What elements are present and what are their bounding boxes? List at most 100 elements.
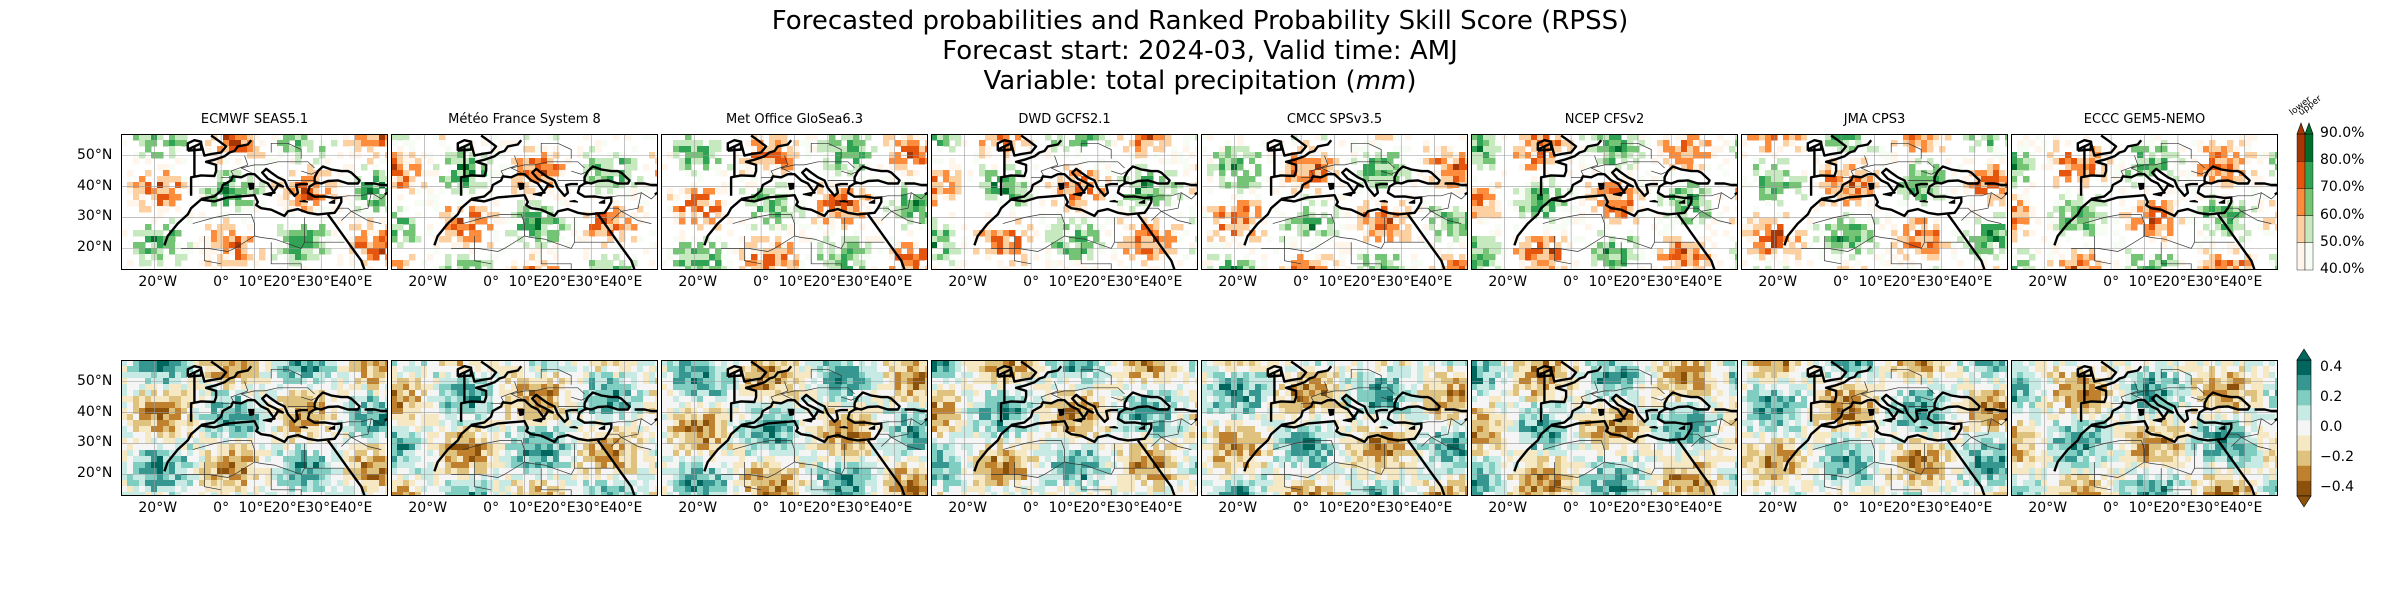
field-cell <box>361 260 368 267</box>
field-cell <box>907 456 914 463</box>
field-cell <box>439 462 446 469</box>
field-cell <box>913 372 920 379</box>
field-cell <box>451 474 458 481</box>
field-cell <box>715 402 722 409</box>
field-cell <box>739 188 746 195</box>
field-cell <box>817 378 824 385</box>
field-cell <box>613 474 620 481</box>
field-cell <box>355 414 362 421</box>
field-cell <box>685 170 692 177</box>
field-cell <box>253 444 260 451</box>
field-cell <box>427 254 434 261</box>
field-cell <box>313 236 320 243</box>
field-cell <box>451 224 458 231</box>
field-cell <box>823 146 830 153</box>
field-cell <box>427 444 434 451</box>
field-cell <box>625 170 632 177</box>
field-cell <box>865 242 872 249</box>
field-cell <box>445 414 452 421</box>
field-cell <box>877 438 884 445</box>
field-cell <box>535 468 542 475</box>
field-cell <box>427 420 434 427</box>
field-cell <box>805 420 812 427</box>
field-cell <box>583 468 590 475</box>
field-cell <box>895 372 902 379</box>
field-cell <box>913 266 920 270</box>
field-cell <box>211 480 218 487</box>
field-cell <box>607 408 614 415</box>
field-cell <box>361 182 368 189</box>
field-cell <box>511 182 518 189</box>
field-cell <box>439 366 446 373</box>
field-cell <box>685 378 692 385</box>
field-cell <box>475 266 482 270</box>
field-cell <box>181 426 188 433</box>
field-cell <box>511 402 518 409</box>
field-cell <box>241 242 248 249</box>
lon-tick-label: 10°E <box>508 274 543 290</box>
field-cell <box>655 158 658 165</box>
field-cell <box>649 420 656 427</box>
field-cell <box>769 408 776 415</box>
lon-tick-label: 20°E <box>541 274 576 290</box>
field-cell <box>289 230 296 237</box>
field-cell <box>619 480 626 487</box>
field-cell <box>367 266 374 270</box>
field-cell <box>727 230 734 237</box>
field-cell <box>211 438 218 445</box>
field-cell <box>373 450 380 457</box>
field-cell <box>271 450 278 457</box>
field-cell <box>529 200 536 207</box>
field-cell <box>541 390 548 397</box>
field-cell <box>469 462 476 469</box>
field-cell <box>463 224 470 231</box>
field-cell <box>217 254 224 261</box>
field-cell <box>505 230 512 237</box>
field-cell <box>685 248 692 255</box>
field-cell <box>349 260 356 267</box>
field-cell <box>625 426 632 433</box>
field-cell <box>265 456 272 463</box>
field-cell <box>703 378 710 385</box>
field-cell <box>517 212 524 219</box>
field-cell <box>499 360 506 367</box>
field-cell <box>163 254 170 261</box>
field-cell <box>385 432 388 439</box>
field-cell <box>223 444 230 451</box>
field-cell <box>391 396 398 403</box>
field-cell <box>817 456 824 463</box>
field-cell <box>925 146 928 153</box>
field-cell <box>547 212 554 219</box>
field-cell <box>325 444 332 451</box>
field-cell <box>745 432 752 439</box>
field-cell <box>787 390 794 397</box>
field-cell <box>775 396 782 403</box>
field-cell <box>235 396 242 403</box>
island <box>569 199 579 203</box>
field-cell <box>133 480 140 487</box>
country-border <box>181 235 255 252</box>
field-cell <box>307 396 314 403</box>
country-border <box>721 235 795 252</box>
lat-tick-label: 50°N <box>77 372 113 389</box>
field-cell <box>133 158 140 165</box>
field-cell <box>571 474 578 481</box>
field-cell <box>289 384 296 391</box>
field-cell <box>367 462 374 469</box>
field-cell <box>475 474 482 481</box>
field-cell <box>391 492 398 496</box>
field-cell <box>385 456 388 463</box>
field-cell <box>409 152 416 159</box>
field-cell <box>709 360 716 367</box>
country-border <box>841 170 859 175</box>
field-cell <box>559 366 566 373</box>
field-cell <box>631 402 638 409</box>
field-cell <box>145 456 152 463</box>
coastline <box>459 139 523 196</box>
field-cell <box>817 224 824 231</box>
field-cell <box>685 140 692 147</box>
field-cell <box>847 146 854 153</box>
field-cell <box>391 158 398 165</box>
field-cell <box>361 378 368 385</box>
field-cell <box>457 468 464 475</box>
